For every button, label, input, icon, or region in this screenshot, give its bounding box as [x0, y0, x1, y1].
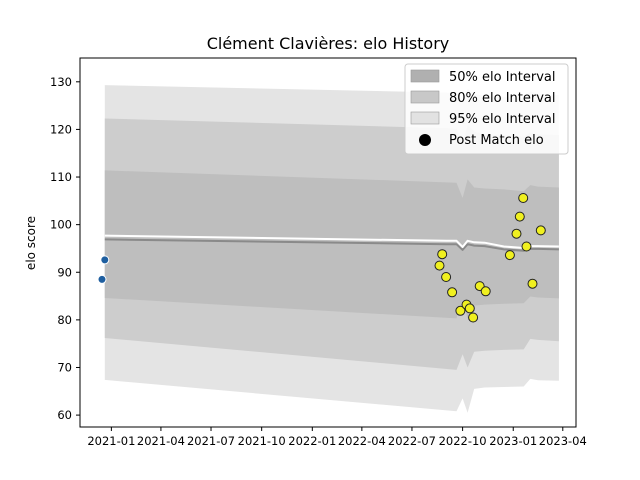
chart-title: Clément Clavières: elo History: [207, 34, 450, 53]
legend-marker-post-match-elo: [419, 134, 431, 146]
data-point: [521, 241, 532, 252]
x-tick-label: 2022-01: [288, 434, 336, 448]
data-point: [97, 274, 107, 284]
data-point: [504, 250, 515, 261]
legend-box: [404, 63, 569, 155]
legend-swatch-95-elo-interval: [410, 111, 440, 125]
x-tick-label: 2021-01: [87, 434, 135, 448]
data-point: [527, 278, 538, 289]
y-tick-label: 70: [57, 360, 72, 374]
data-point: [434, 260, 445, 271]
legend: 50% elo Interval 80% elo Interval 95% elo …: [404, 63, 569, 155]
data-point: [511, 228, 522, 239]
y-tick-label: 100: [50, 218, 72, 232]
data-point: [514, 211, 525, 222]
interval-bands: [104, 85, 559, 413]
y-tick-label: 80: [57, 313, 72, 327]
data-point: [464, 303, 475, 314]
x-axis-ticks: 2021-01 2021-04 2021-07 2021-10 2022-01 2022-…: [87, 427, 587, 448]
y-tick-label: 110: [50, 170, 72, 184]
y-tick-label: 90: [57, 265, 72, 279]
elo-line-elo: [104, 234, 559, 249]
x-tick-label: 2022-10: [439, 434, 487, 448]
legend-label: Post Match elo: [449, 133, 544, 148]
plot-frame: [79, 57, 577, 428]
data-point: [535, 225, 546, 236]
post-match-points: [97, 193, 546, 323]
y-axis-ticks: 60 70 80 90 100 110 120 130: [50, 75, 80, 422]
data-point: [468, 312, 479, 323]
y-tick-label: 130: [50, 75, 72, 89]
elo-lines: [104, 234, 559, 252]
data-point: [447, 287, 458, 298]
legend-label: 50% elo Interval: [449, 70, 556, 85]
data-point: [480, 286, 491, 297]
x-tick-label: 2022-07: [388, 434, 436, 448]
elo-line-lower: [104, 238, 559, 252]
legend-label: 80% elo Interval: [449, 91, 556, 106]
legend-label: 95% elo Interval: [449, 112, 556, 127]
data-point: [455, 305, 466, 316]
x-tick-label: 2023-01: [489, 434, 537, 448]
plot-area: [97, 85, 559, 413]
x-tick-label: 2022-04: [338, 434, 386, 448]
legend-swatch-50-elo-interval: [410, 69, 440, 83]
data-point: [518, 193, 529, 203]
x-tick-label: 2023-04: [539, 434, 587, 448]
legend-swatch-80-elo-interval: [410, 90, 440, 104]
y-axis-label: elo score: [24, 216, 38, 270]
data-point: [441, 272, 452, 282]
data-point: [100, 255, 110, 265]
x-tick-label: 2021-10: [238, 434, 286, 448]
x-tick-label: 2021-07: [187, 434, 235, 448]
data-point: [437, 249, 448, 260]
x-tick-label: 2021-04: [137, 434, 185, 448]
y-tick-label: 120: [50, 122, 72, 136]
y-tick-label: 60: [57, 408, 72, 422]
